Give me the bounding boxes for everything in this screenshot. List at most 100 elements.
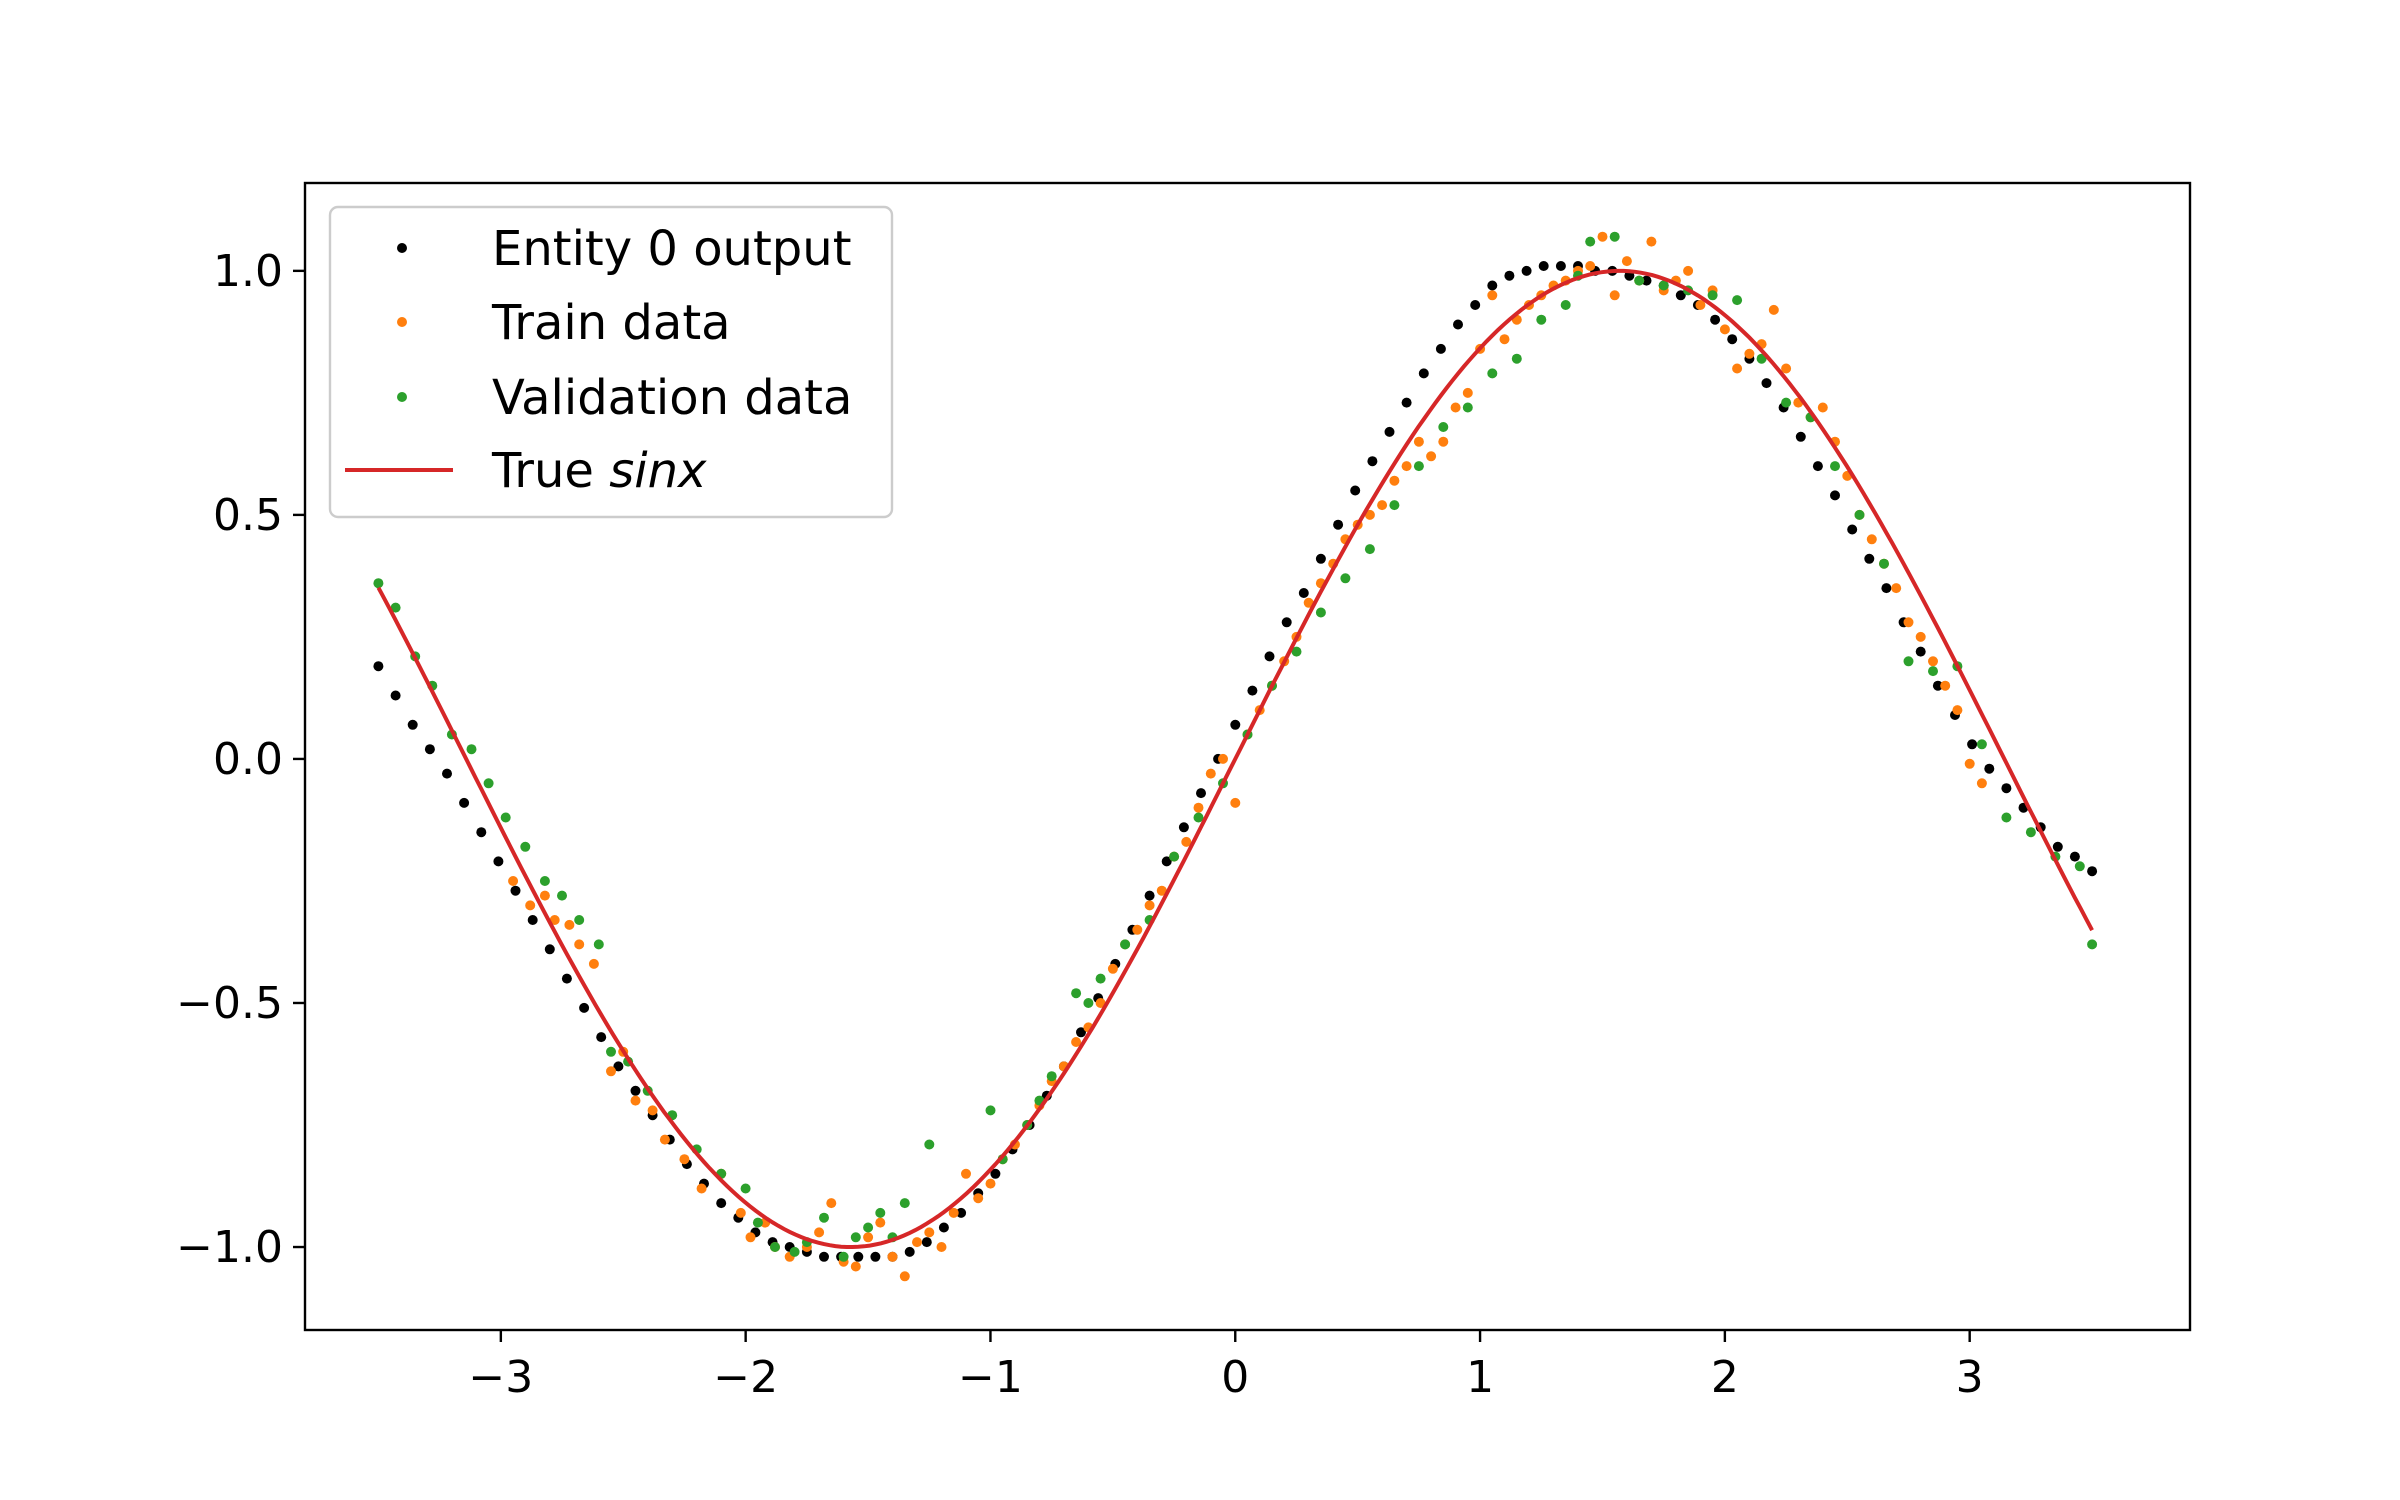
data-point bbox=[948, 1207, 959, 1218]
data-point bbox=[2087, 939, 2098, 950]
data-point bbox=[390, 690, 401, 701]
data-point bbox=[1854, 509, 1865, 520]
y-axis: −1.0 −0.5 0.0 0.5 1.0 bbox=[176, 246, 305, 1273]
data-point bbox=[1903, 656, 1914, 667]
data-point bbox=[561, 973, 572, 984]
data-point bbox=[745, 1232, 756, 1243]
data-point bbox=[1707, 290, 1718, 301]
data-point bbox=[770, 1242, 780, 1252]
data-point bbox=[593, 939, 604, 950]
data-point bbox=[1291, 646, 1302, 657]
data-point bbox=[2087, 866, 2098, 877]
data-point bbox=[1071, 988, 1082, 999]
data-point bbox=[483, 778, 494, 789]
data-point bbox=[1536, 314, 1547, 325]
data-point bbox=[1438, 436, 1449, 447]
data-point bbox=[679, 1154, 690, 1165]
data-point bbox=[1984, 763, 1995, 774]
legend-box bbox=[328, 205, 894, 519]
data-point bbox=[938, 1222, 949, 1233]
data-point bbox=[838, 1251, 849, 1262]
data-point bbox=[924, 1139, 935, 1150]
data-point bbox=[1315, 607, 1326, 618]
data-point bbox=[1928, 666, 1938, 677]
data-point bbox=[1768, 304, 1779, 315]
data-point bbox=[424, 744, 435, 755]
data-point bbox=[924, 1227, 935, 1238]
legend-label-entity: Entity 0 output bbox=[492, 221, 852, 277]
data-point bbox=[696, 1183, 707, 1194]
data-point bbox=[973, 1193, 984, 1204]
data-point bbox=[1298, 588, 1309, 598]
y-tick-label: −0.5 bbox=[176, 978, 283, 1029]
x-tick-label: 1 bbox=[1466, 1352, 1494, 1403]
data-point bbox=[508, 876, 519, 886]
data-point bbox=[1178, 822, 1189, 833]
data-point bbox=[1521, 265, 1532, 276]
data-point bbox=[1333, 519, 1344, 530]
data-point bbox=[1555, 261, 1566, 271]
data-point bbox=[510, 885, 521, 896]
data-point bbox=[1413, 461, 1424, 472]
data-point bbox=[1315, 553, 1326, 564]
data-point bbox=[1377, 500, 1388, 511]
data-point bbox=[1830, 490, 1840, 501]
data-point bbox=[647, 1105, 658, 1116]
data-point bbox=[527, 915, 538, 925]
data-point bbox=[459, 797, 470, 808]
data-point bbox=[1487, 280, 1498, 291]
data-point bbox=[850, 1232, 861, 1243]
data-point bbox=[1952, 705, 1963, 716]
data-point bbox=[2001, 812, 2012, 823]
x-tick-label: 3 bbox=[1956, 1352, 1984, 1403]
data-point bbox=[863, 1222, 874, 1233]
data-point bbox=[1418, 368, 1429, 379]
data-point bbox=[904, 1246, 915, 1257]
data-point bbox=[1727, 334, 1738, 345]
data-point bbox=[1744, 348, 1755, 359]
data-point bbox=[549, 915, 560, 925]
data-point bbox=[789, 1246, 800, 1257]
data-point bbox=[493, 856, 504, 867]
x-axis: −3 −2 −1 0 1 2 3 bbox=[468, 1330, 1984, 1403]
data-point bbox=[1264, 651, 1275, 662]
data-point bbox=[442, 768, 452, 779]
data-point bbox=[1634, 275, 1645, 286]
data-point bbox=[1499, 334, 1510, 345]
data-point bbox=[1169, 851, 1180, 862]
data-point bbox=[1095, 998, 1106, 1008]
data-point bbox=[863, 1232, 874, 1243]
data-point bbox=[1695, 300, 1706, 310]
legend-label-train: Train data bbox=[491, 295, 731, 351]
data-point bbox=[1161, 856, 1172, 867]
data-point bbox=[1487, 368, 1498, 379]
data-point bbox=[1230, 719, 1241, 730]
data-point bbox=[564, 919, 575, 930]
x-tick-label: 0 bbox=[1221, 1352, 1249, 1403]
data-point bbox=[1621, 256, 1632, 267]
data-point bbox=[1144, 890, 1155, 901]
data-point bbox=[606, 1046, 616, 1057]
data-point bbox=[990, 1168, 1001, 1179]
x-tick-label: −3 bbox=[468, 1352, 533, 1403]
data-point bbox=[1597, 231, 1608, 242]
data-point bbox=[1932, 680, 1943, 691]
data-point bbox=[1218, 753, 1228, 764]
data-point bbox=[1732, 295, 1743, 306]
data-point bbox=[1364, 509, 1375, 520]
data-point bbox=[1450, 402, 1461, 413]
data-point bbox=[1781, 397, 1792, 408]
data-point bbox=[1247, 685, 1258, 696]
data-point bbox=[1181, 836, 1192, 847]
series-true-sinx-line bbox=[376, 268, 2094, 1249]
data-point bbox=[1350, 485, 1361, 496]
data-point bbox=[613, 1061, 624, 1072]
data-point bbox=[1401, 461, 1412, 472]
x-tick-label: 2 bbox=[1711, 1352, 1739, 1403]
legend-label-validation: Validation data bbox=[492, 370, 852, 426]
data-point bbox=[2001, 783, 2012, 794]
data-point bbox=[1866, 534, 1877, 545]
data-point bbox=[1646, 236, 1657, 247]
data-point bbox=[1864, 553, 1875, 564]
